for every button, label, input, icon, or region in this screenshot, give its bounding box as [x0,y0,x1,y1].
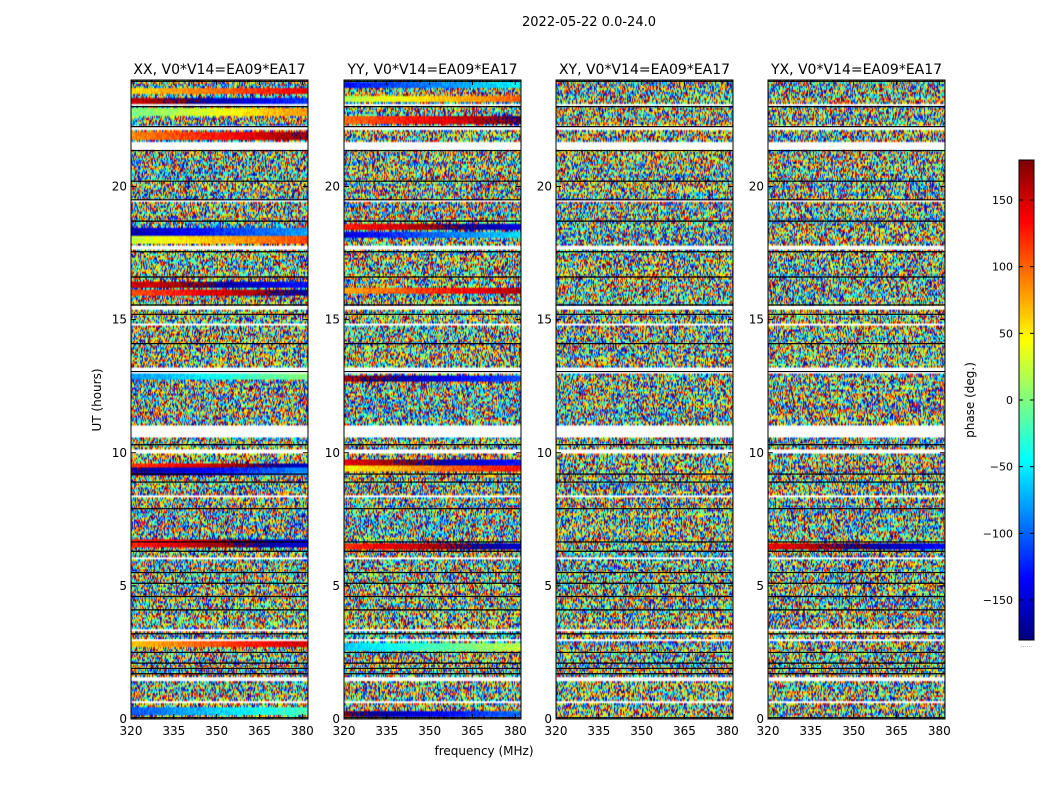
x-tick-label: 365 [461,724,484,738]
panel-frame [767,79,946,720]
y-tick-label: 5 [119,579,127,593]
x-tick-label: 320 [545,724,568,738]
panel-3: YX, V0*V14=EA09*EA17 320 335 350 365 380 0 5 10 1… [749,62,951,738]
colorbar-tick-label: 50 [999,327,1013,340]
y-tick-label: 5 [756,579,764,593]
y-tick-label: 0 [332,712,340,726]
y-tick-label: 5 [332,579,340,593]
y-tick-label: 5 [544,579,552,593]
x-tick-label: 380 [928,724,951,738]
x-tick-label: 380 [504,724,527,738]
x-tick-label: 320 [757,724,780,738]
panel-title: XY, V0*V14=EA09*EA17 [559,62,730,78]
panel-frame [343,79,522,720]
panel-raster [344,80,521,719]
x-tick-label: 335 [375,724,398,738]
panel-0: XX, V0*V14=EA09*EA17 320 335 350 365 380 0 5 10 1… [112,62,314,738]
y-tick-label: 15 [749,313,764,327]
x-tick-label: 350 [842,724,865,738]
y-axis-label: UT (hours) [90,368,104,431]
colorbar: 150 100 50 0 −50 −100 −150 phase (deg.)...... [963,159,1035,649]
x-tick-label: 365 [885,724,908,738]
panels-layer: XX, V0*V14=EA09*EA17 320 335 350 365 380 0 5 10 1… [112,62,951,738]
y-tick-label: 20 [325,180,340,194]
y-tick-label: 20 [749,180,764,194]
panel-raster [556,80,733,719]
y-tick-label: 10 [325,446,340,460]
colorbar-tick-label: −100 [983,527,1013,540]
panel-1: YY, V0*V14=EA09*EA17 320 335 350 365 380 0 5 10 1… [325,62,527,738]
colorbar-tick-label: 150 [992,194,1013,207]
y-tick-label: 0 [756,712,764,726]
x-tick-label: 320 [333,724,356,738]
x-tick-label: 350 [630,724,653,738]
panel-title: YX, V0*V14=EA09*EA17 [770,62,942,78]
colorbar-label: phase (deg.) [963,362,977,438]
y-tick-label: 10 [112,446,127,460]
panel-title: XX, V0*V14=EA09*EA17 [133,62,305,78]
x-tick-label: 350 [418,724,441,738]
y-tick-label: 15 [112,313,127,327]
x-tick-label: 350 [205,724,228,738]
panel-frame [555,79,734,720]
y-tick-label: 20 [537,180,552,194]
colorbar-tick-label: −150 [983,594,1013,607]
panel-frame [130,79,309,720]
panel-title: YY, V0*V14=EA09*EA17 [346,62,517,78]
colorbar-gradient [1019,160,1034,640]
y-tick-label: 0 [544,712,552,726]
colorbar-tick-label: −50 [990,461,1013,474]
x-tick-label: 365 [673,724,696,738]
y-tick-label: 15 [537,313,552,327]
x-tick-label: 320 [120,724,143,738]
x-tick-label: 335 [587,724,610,738]
panel-raster [768,80,945,719]
colorbar-tick-label: 0 [1006,394,1013,407]
x-tick-label: 335 [799,724,822,738]
x-tick-label: 380 [291,724,314,738]
figure-title: 2022-05-22 0.0-24.0 [522,15,656,30]
colorbar-footnote: ...... [1021,642,1033,649]
x-tick-label: 365 [248,724,271,738]
y-tick-label: 0 [119,712,127,726]
y-tick-label: 10 [537,446,552,460]
x-axis-label: frequency (MHz) [434,744,533,758]
y-tick-label: 15 [325,313,340,327]
x-tick-label: 335 [162,724,185,738]
y-tick-label: 10 [749,446,764,460]
x-tick-label: 380 [716,724,739,738]
panel-raster [131,80,308,719]
panel-2: XY, V0*V14=EA09*EA17 320 335 350 365 380 0 5 10 1… [537,62,739,738]
colorbar-tick-label: 100 [992,261,1013,274]
y-tick-label: 20 [112,180,127,194]
